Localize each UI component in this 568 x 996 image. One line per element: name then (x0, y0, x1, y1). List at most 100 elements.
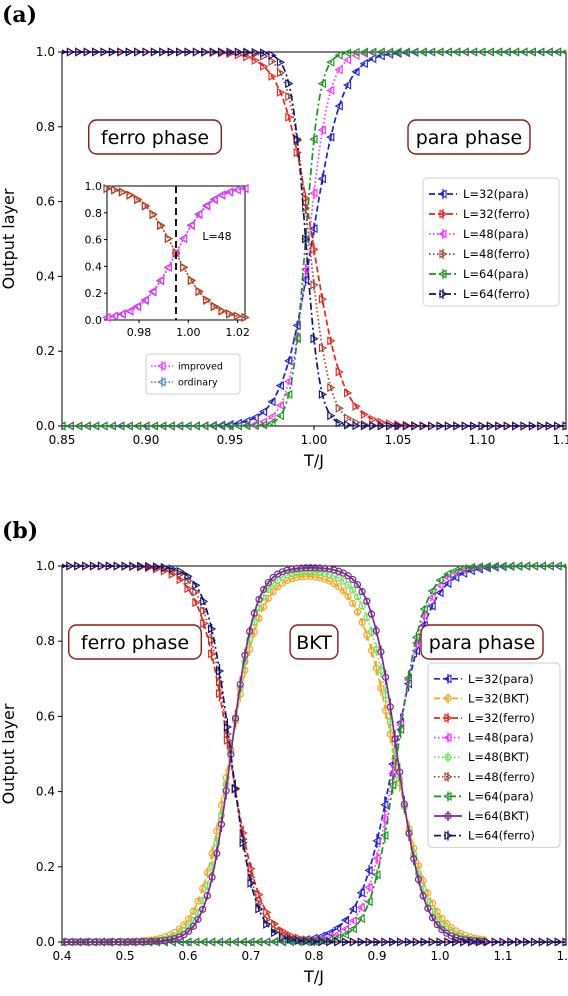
b-data-point (405, 829, 413, 838)
a-legend-label: L=64(ferro) (463, 287, 530, 301)
b-data-point (311, 564, 319, 572)
a-data-point (335, 403, 344, 413)
a-data-point (393, 47, 402, 57)
a-data-point (310, 334, 319, 344)
b-data-point (222, 937, 231, 947)
b-data-point (491, 937, 500, 947)
b-data-point (213, 839, 221, 847)
a-inset-point (148, 286, 157, 296)
b-x-tick-label: 0.7 (241, 949, 260, 963)
a-inset-point (218, 306, 227, 316)
b-data-point (208, 624, 217, 634)
b-data-point (278, 568, 287, 576)
b-x-tick-label: 0.8 (304, 949, 323, 963)
chart-a: 0.85 0.90 0.95 1.00 1.05 1.10 1.15 0.0 0.2 0.4 0.6… (0, 45, 568, 470)
b-y-tick-label: 0.6 (36, 709, 55, 723)
a-data-point (62, 49, 67, 55)
a-y-tick-label: 0.4 (36, 269, 55, 283)
b-data-point (460, 937, 469, 947)
a-data-point (267, 418, 276, 428)
b-data-point (373, 937, 382, 947)
a-y-tick-label: 0.8 (36, 120, 55, 134)
b-data-point (404, 937, 414, 947)
a-data-point (74, 421, 83, 431)
b-legend-item: L=48(BKT) (434, 750, 529, 764)
b-data-point (192, 597, 201, 608)
a-data-point (520, 421, 529, 431)
b-data-point (467, 937, 477, 947)
a-inset-legend-label: ordinary (178, 378, 218, 389)
b-data-point (271, 928, 280, 938)
a-data-point (149, 421, 158, 431)
b-data-point (316, 569, 324, 577)
b-data-point (215, 677, 225, 687)
b-data-point (562, 937, 566, 947)
b-data-point (427, 586, 436, 596)
chart-b: 0.4 0.5 0.6 0.7 0.8 0.9 1.0 1.1 1.2 0.0 0.2 0.4 0.6 0… (0, 559, 568, 986)
b-data-point (475, 937, 485, 947)
b-data-point (199, 905, 207, 913)
b-data-point (217, 820, 226, 828)
a-inset-point (157, 221, 166, 231)
a-inset-point (118, 187, 127, 197)
b-legend-label: L=48(para) (468, 731, 534, 745)
a-inset-point (232, 185, 241, 195)
a-data-point (293, 134, 302, 144)
b-data-point (372, 870, 381, 880)
b-data-point (192, 587, 201, 597)
a-inset-y-tick-label: 0.6 (85, 234, 103, 247)
b-data-point (105, 938, 113, 946)
a-inset-point (202, 201, 211, 211)
b-x-tick-label: 0.5 (115, 949, 134, 963)
a-data-point (334, 101, 343, 111)
a-data-point (318, 343, 328, 353)
a-data-point (494, 47, 503, 57)
a-x-tick-label: 1.10 (469, 433, 496, 447)
a-data-point (234, 47, 244, 57)
b-data-point (521, 561, 531, 571)
b-data-point (388, 768, 397, 779)
b-data-point (191, 937, 200, 947)
a-data-point (351, 47, 360, 57)
b-data-point (203, 892, 211, 900)
b-data-point (538, 937, 548, 947)
b-data-point (199, 937, 208, 947)
b-y-tick-label: 0.2 (36, 860, 55, 874)
a-legend-marker (438, 189, 447, 199)
b-data-point (246, 627, 254, 636)
a-data-point (317, 79, 326, 89)
b-data-point (349, 575, 357, 584)
a-data-point (360, 421, 370, 431)
a-inset-point (195, 286, 204, 296)
a-data-point (251, 47, 260, 57)
a-data-point (342, 55, 352, 65)
b-data-point (138, 938, 146, 946)
a-data-point (174, 421, 184, 431)
a-legend-item: L=64(para) (429, 267, 529, 281)
panel-label-a: (a) (2, 2, 37, 28)
b-legend-item: L=32(BKT) (434, 691, 529, 705)
b-legend-item: L=64(ferro) (434, 829, 535, 843)
b-data-point (185, 927, 193, 935)
a-inset-legend-frame (145, 353, 241, 395)
b-data-point (474, 562, 483, 572)
b-y-tick-label: 0.4 (36, 785, 55, 799)
a-data-point (75, 47, 84, 57)
b-data-point (381, 937, 390, 947)
a-data-point (62, 421, 66, 431)
a-data-point (536, 47, 545, 57)
b-data-point (189, 922, 197, 930)
a-x-tick-label: 0.95 (217, 433, 244, 447)
b-data-point (250, 609, 258, 617)
a-inset-point (225, 187, 234, 197)
a-data-point (368, 54, 377, 64)
a-data-point (344, 413, 353, 423)
b-data-point (397, 937, 406, 947)
b-data-point (348, 924, 357, 934)
a-data-point (527, 47, 536, 57)
a-data-point (401, 47, 410, 57)
b-annotation-bkt-box (289, 624, 339, 660)
b-data-point (119, 938, 127, 946)
b-data-point (410, 855, 418, 863)
b-data-point (348, 916, 357, 926)
